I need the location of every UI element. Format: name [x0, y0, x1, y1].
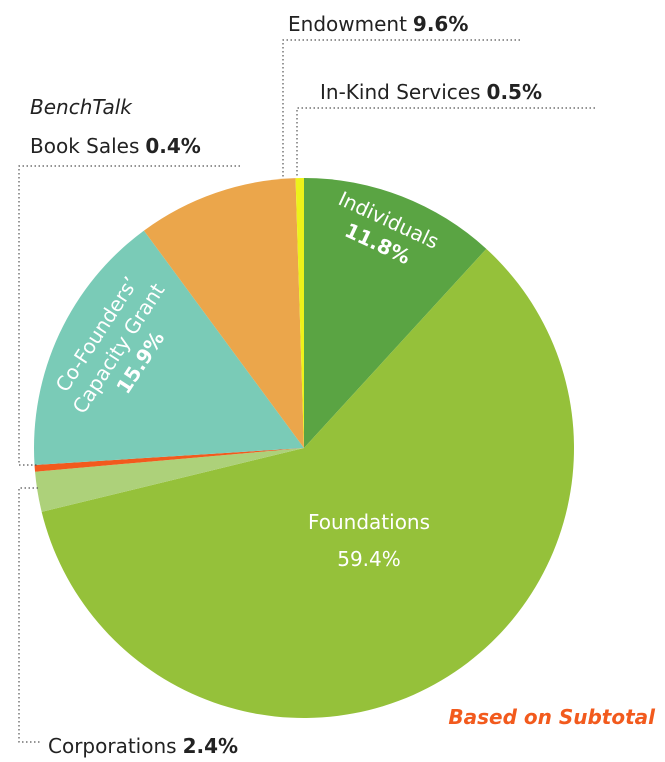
slice-label-in-kind-services: In-Kind Services 0.5%: [320, 80, 542, 104]
leader-line-book-sales: [18, 165, 240, 466]
pie-slice-foundations: [41, 248, 575, 718]
leader-line-endowment: [282, 39, 520, 178]
slice-label-book-sales: Book Sales 0.4%: [30, 134, 201, 158]
svg-text:59.4%: 59.4%: [337, 547, 401, 571]
pie-slice-corporations: [35, 448, 304, 512]
leader-lines: [18, 39, 595, 743]
leader-line-corporations: [18, 487, 40, 743]
pie-slice-book-sales: [34, 448, 304, 472]
pie-slices: [33, 177, 575, 718]
subtotal-note: Based on Subtotal: [448, 705, 656, 729]
pie-slice-endowment: [143, 178, 304, 448]
pie-slice-individuals: [304, 178, 487, 448]
slice-label-corporations: Corporations 2.4%: [48, 734, 238, 758]
pie-slice-co-founders-capacity-grant: [33, 230, 304, 465]
svg-text:Foundations: Foundations: [308, 510, 430, 534]
leader-line-in-kind-services: [296, 107, 595, 178]
slice-label-book-sales-prefix: BenchTalk: [30, 95, 133, 119]
pie-slice-in-kind-services: [295, 177, 304, 448]
slice-label-endowment: Endowment 9.6%: [288, 12, 468, 36]
slice-label-foundations: Foundations 59.4%: [308, 510, 430, 571]
